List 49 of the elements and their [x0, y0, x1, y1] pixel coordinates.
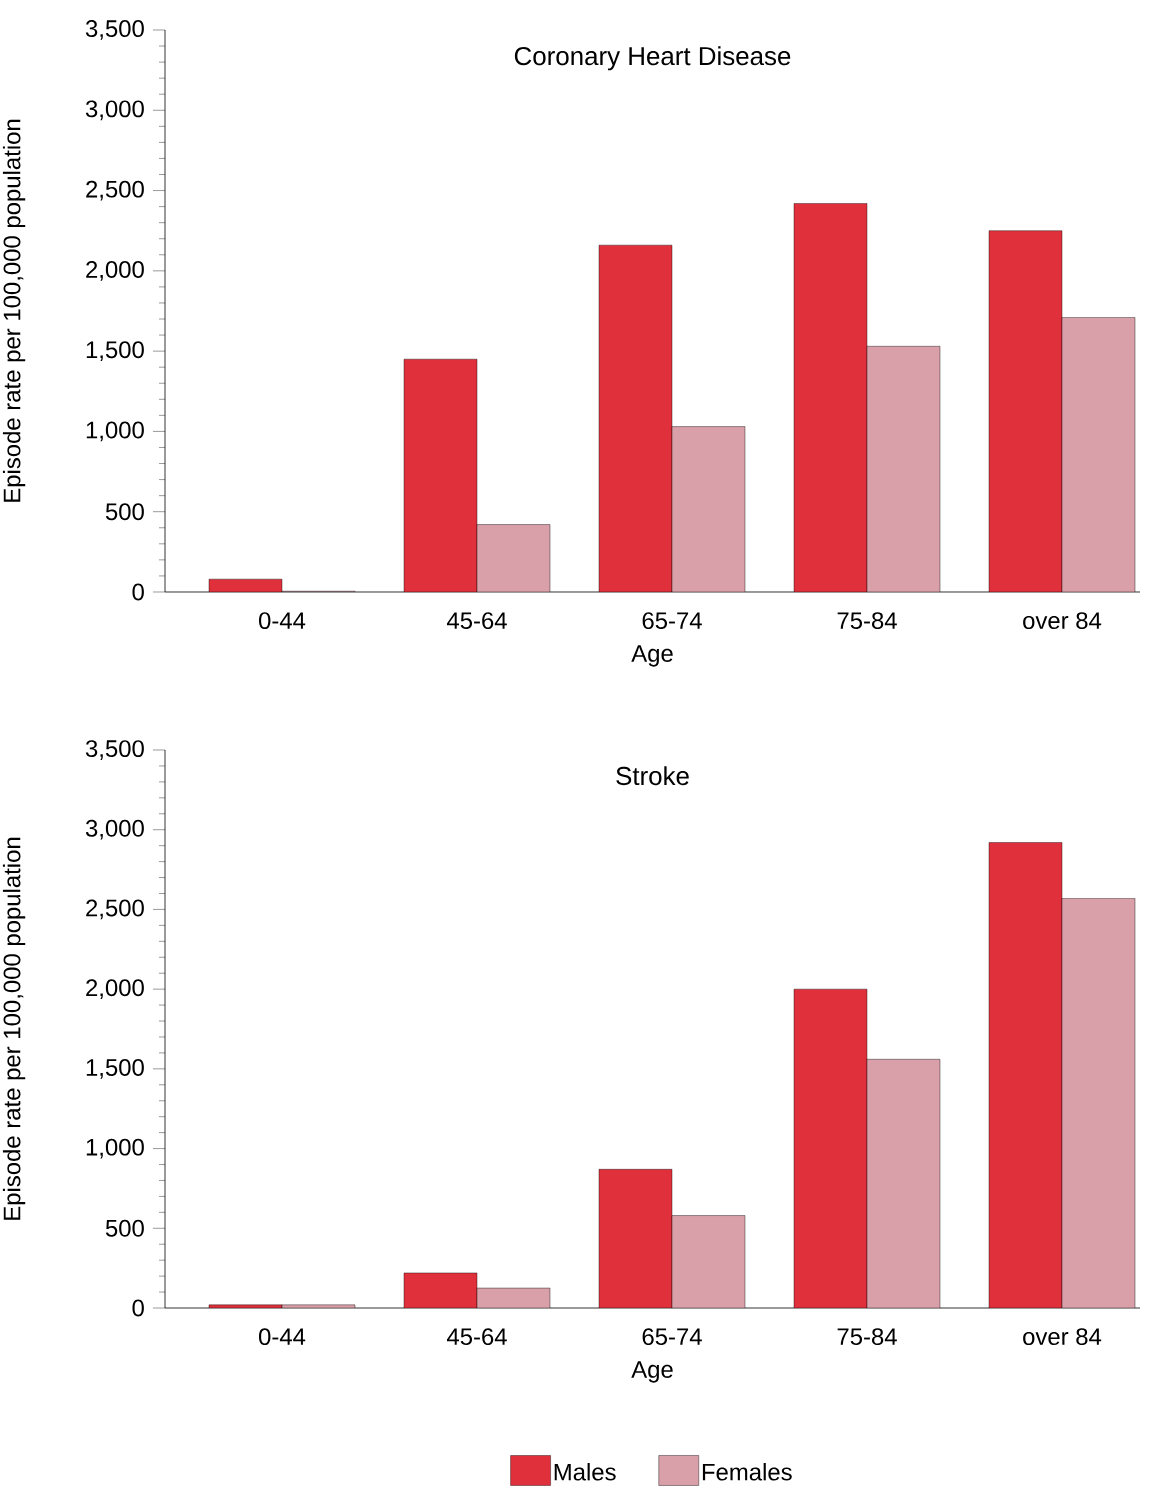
y-tick-label: 2,500: [86, 899, 144, 920]
x-axis-title: Age: [631, 1361, 673, 1383]
y-tick-label: 0: [132, 1299, 144, 1317]
bar: [988, 842, 1063, 1308]
x-tick-label: 65-74: [642, 612, 702, 630]
y-axis-title: Episode rate per 100,000 population: [2, 119, 26, 502]
bar: [1061, 898, 1136, 1308]
y-tick-label: 500: [105, 503, 144, 521]
x-tick-label: 45-64: [446, 612, 507, 630]
y-tick-label: 500: [105, 1219, 144, 1237]
bar: [476, 524, 551, 592]
x-tick-label: 0-44: [259, 612, 306, 630]
text: Coronary Heart Disease: [514, 46, 791, 71]
y-tick-label: 3,500: [85, 20, 144, 40]
bar: [793, 988, 868, 1308]
bar: [866, 346, 941, 592]
y-tick-label: 2,000: [86, 260, 144, 281]
x-tick-label: 65-74: [642, 1328, 702, 1346]
y-tick-label: 1,500: [86, 1058, 144, 1079]
x-tick-label: 45-64: [446, 1328, 507, 1346]
y-tick-label: 3,000: [85, 100, 144, 121]
y-axis-title: Episode rate per 100,000 population: [2, 837, 26, 1220]
bar: [598, 1169, 673, 1308]
y-tick-label: 2,500: [86, 180, 144, 201]
y-tick-label: 3,500: [85, 740, 144, 760]
legend-label: Females: [702, 1463, 792, 1481]
y-tick-label: 1,500: [86, 341, 144, 362]
bar: [671, 1215, 746, 1308]
bar: [1061, 317, 1136, 592]
bar: [671, 426, 746, 592]
x-axis-title: Age: [631, 645, 673, 667]
bar: [403, 358, 478, 592]
bar: [793, 203, 868, 592]
x-tick-label: 75-84: [837, 1328, 897, 1346]
y-tick-label: 1,000: [86, 421, 144, 442]
x-tick-label: 75-84: [837, 612, 897, 630]
y-tick-label: 2,000: [86, 979, 144, 1000]
x-tick-label: 0-44: [259, 1328, 306, 1346]
x-tick-label: over 84: [1023, 612, 1102, 630]
bar: [598, 244, 673, 592]
x-tick-label: over 84: [1023, 1328, 1102, 1346]
legend-label: Males: [554, 1463, 616, 1481]
chart-title: Stroke: [616, 766, 689, 786]
bar: [988, 230, 1063, 592]
bar: [866, 1059, 941, 1308]
y-tick-label: 1,000: [86, 1138, 144, 1159]
bar: [403, 1272, 478, 1308]
y-tick-label: 0: [132, 583, 144, 601]
y-tick-label: 3,000: [85, 819, 144, 840]
